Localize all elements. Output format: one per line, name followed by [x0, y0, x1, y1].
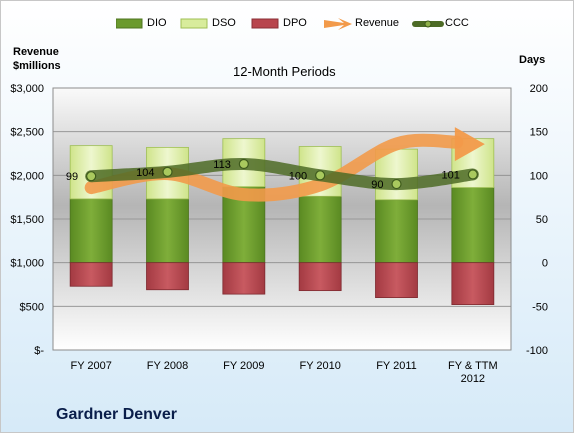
lines: 99 104 113 100 90 101 [66, 127, 485, 202]
left-tick-label: $2,500 [10, 127, 44, 139]
ccc-point [467, 169, 478, 180]
legend-label-revenue: Revenue [355, 17, 400, 29]
bar-dpo [69, 262, 113, 287]
chart-title: 12-Month Periods [233, 64, 336, 79]
ccc-data-label: 99 [66, 171, 78, 183]
left-tick-label: $2,000 [10, 170, 44, 182]
legend-swatch-dpo [251, 18, 279, 29]
right-tick-label: 200 [530, 83, 548, 95]
x-tick-label: FY 2011 [376, 360, 417, 372]
legend-label-dpo: DPO [283, 17, 307, 29]
bars [69, 138, 495, 305]
bar-dio [146, 198, 189, 264]
left-axis-label-line1: Revenue [13, 46, 59, 58]
bar-dpo [375, 262, 418, 298]
right-tick-label: 50 [536, 214, 548, 226]
ccc-data-label: 104 [136, 167, 154, 179]
ccc-point [391, 178, 402, 190]
bar-dio [375, 199, 418, 264]
bar-dpo [146, 262, 189, 291]
x-tick-label: FY 2007 [70, 360, 111, 372]
ccc-data-label: 90 [371, 179, 383, 191]
x-tick-label: FY & TTM [448, 360, 498, 372]
right-tick-label: -100 [526, 345, 548, 357]
right-tick-label: 0 [542, 258, 548, 270]
legend-label-ccc: CCC [445, 17, 469, 29]
legend-label-dio: DIO [147, 17, 167, 29]
ccc-point [86, 171, 97, 182]
bar-dpo [222, 262, 266, 295]
right-axis-label: Days [519, 54, 546, 66]
left-tick-label: $1,500 [10, 214, 44, 226]
company-name: Gardner Denver [56, 406, 177, 423]
tick-labels: $- $500 $1,000 $1,500 $2,000 $2,500 $3,000 -100… [10, 83, 548, 385]
chart-svg: 99 104 113 100 90 101 $- $500 $1,000 $1,500 $2,00… [10, 83, 548, 385]
ccc-point [315, 170, 326, 181]
ccc-point [238, 158, 249, 170]
ccc-data-label: 100 [289, 170, 307, 182]
ccc-data-label: 101 [441, 169, 459, 181]
legend-swatch-dso [180, 18, 208, 29]
revenue-arrowhead [454, 127, 485, 162]
ccc-point [162, 166, 173, 177]
legend-swatch-dio [116, 18, 143, 29]
ccc-data-label: 113 [213, 159, 231, 171]
left-tick-label: $- [34, 345, 44, 357]
left-tick-label: $500 [20, 301, 44, 313]
x-tick-label: FY 2008 [147, 360, 188, 372]
right-tick-label: 150 [530, 127, 548, 139]
left-tick-label: $1,000 [10, 258, 44, 270]
x-tick-label: 2012 [461, 373, 485, 385]
ccc-line [85, 157, 479, 191]
left-tick-label: $3,000 [10, 83, 44, 95]
x-tick-label: FY 2009 [223, 360, 264, 372]
legend-swatches [116, 18, 444, 30]
bar-dio [451, 187, 495, 264]
bar-dio [298, 195, 342, 264]
bar-dpo [298, 262, 342, 292]
left-axis-label-line2: $millions [13, 60, 61, 72]
right-tick-label: -50 [532, 301, 548, 313]
right-tick-label: 100 [530, 170, 548, 182]
bar-dpo [451, 262, 495, 305]
x-tick-label: FY 2010 [299, 360, 340, 372]
legend-label-dso: DSO [212, 17, 236, 29]
bar-dio [69, 198, 113, 264]
legend-swatch-revenue [324, 18, 352, 30]
